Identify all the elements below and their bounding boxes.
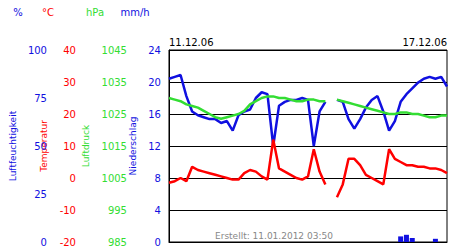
svg-text:40: 40 (63, 45, 76, 56)
svg-text:1035: 1035 (102, 77, 127, 88)
svg-text:0: 0 (41, 237, 47, 248)
svg-text:100: 100 (28, 45, 47, 56)
svg-text:Erstellt: 11.01.2012 03:50: Erstellt: 11.01.2012 03:50 (215, 231, 333, 241)
svg-text:%: % (13, 7, 23, 18)
svg-text:985: 985 (108, 237, 127, 248)
svg-text:Luftdruck: Luftdruck (81, 124, 91, 167)
svg-text:-10: -10 (60, 205, 76, 216)
svg-text:20: 20 (148, 77, 161, 88)
svg-text:16: 16 (148, 109, 161, 120)
svg-text:1015: 1015 (102, 141, 127, 152)
svg-text:hPa: hPa (86, 7, 104, 18)
svg-text:24: 24 (148, 45, 161, 56)
svg-text:12: 12 (148, 141, 161, 152)
svg-text:30: 30 (63, 77, 76, 88)
svg-text:mm/h: mm/h (120, 7, 149, 18)
svg-text:Luftfeuchtigkeit: Luftfeuchtigkeit (8, 110, 18, 181)
svg-text:1025: 1025 (102, 109, 127, 120)
svg-text:0: 0 (155, 237, 161, 248)
svg-text:17.12.06: 17.12.06 (402, 37, 447, 48)
svg-text:1005: 1005 (102, 173, 127, 184)
svg-text:25: 25 (34, 189, 47, 200)
svg-text:995: 995 (108, 205, 127, 216)
svg-text:20: 20 (63, 109, 76, 120)
svg-text:Niederschlag: Niederschlag (128, 117, 138, 176)
svg-text:10: 10 (63, 141, 76, 152)
svg-text:11.12.06: 11.12.06 (169, 37, 214, 48)
svg-text:0: 0 (70, 173, 76, 184)
svg-text:4: 4 (155, 205, 161, 216)
svg-text:-20: -20 (60, 237, 76, 248)
svg-text:°C: °C (42, 7, 54, 18)
svg-text:Temperatur: Temperatur (39, 120, 50, 172)
svg-text:1045: 1045 (102, 45, 127, 56)
svg-text:8: 8 (155, 173, 161, 184)
svg-text:75: 75 (34, 93, 47, 104)
svg-text:50: 50 (34, 141, 47, 152)
